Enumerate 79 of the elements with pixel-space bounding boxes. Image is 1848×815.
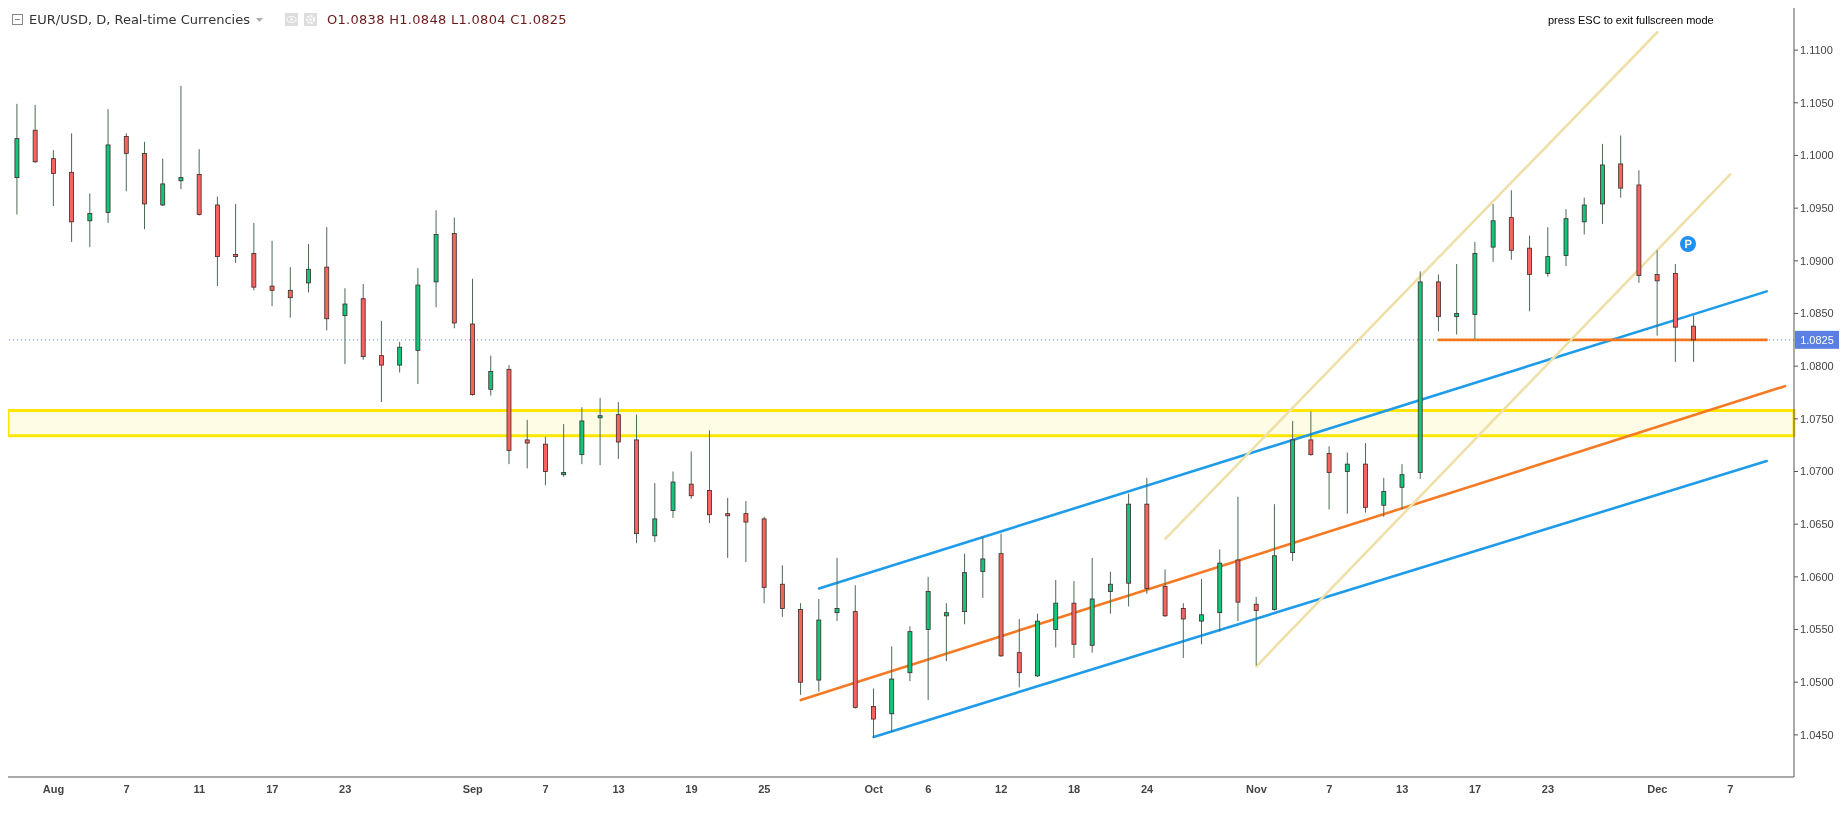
ref-line-label: 1.0825 xyxy=(1800,333,1834,346)
candlestick xyxy=(597,397,603,466)
y-tick-label: 1.1000 xyxy=(1800,149,1834,162)
candlestick xyxy=(524,419,530,469)
candlestick xyxy=(269,240,275,307)
x-tick-label: 7 xyxy=(1727,782,1734,795)
candlestick xyxy=(652,482,658,543)
candlestick xyxy=(287,266,293,319)
y-tick-label: 1.0750 xyxy=(1800,412,1834,425)
x-tick-label: Sep xyxy=(462,782,484,795)
candlestick xyxy=(1581,197,1587,235)
y-tick-label: 1.1050 xyxy=(1800,96,1834,109)
candlestick xyxy=(1199,578,1204,645)
candlestick xyxy=(1399,463,1405,510)
candlestick xyxy=(233,203,239,264)
candlestick xyxy=(1654,249,1660,337)
candlestick xyxy=(943,602,949,662)
x-tick-label: 23 xyxy=(339,782,352,795)
x-tick-label: 17 xyxy=(1468,782,1482,795)
candlestick xyxy=(743,500,749,563)
x-tick-label: 19 xyxy=(685,782,698,795)
y-tick-label: 1.0900 xyxy=(1800,254,1834,267)
y-tick-label: 1.0950 xyxy=(1800,202,1834,215)
candlestick xyxy=(50,149,56,207)
candlestick xyxy=(488,355,494,397)
candlestick xyxy=(1180,602,1186,659)
x-tick-label: Dec xyxy=(1647,782,1668,795)
x-tick-label: 7 xyxy=(123,782,130,795)
candlestick xyxy=(379,320,384,403)
x-tick-label: 11 xyxy=(193,782,206,795)
y-tick-label: 1.0500 xyxy=(1800,676,1834,689)
y-tick-label: 1.0550 xyxy=(1800,623,1834,636)
candlestick xyxy=(342,287,348,365)
y-tick-label: 1.0600 xyxy=(1800,570,1834,583)
annotation: press ESC to exit fullscreen mode xyxy=(1548,14,1714,26)
candlestick xyxy=(397,341,403,373)
candlestick xyxy=(1454,263,1460,336)
x-tick-label: Aug xyxy=(42,782,65,795)
x-tick-label: Nov xyxy=(1245,782,1268,795)
x-tick-label: 25 xyxy=(758,782,771,795)
x-tick-label: Oct xyxy=(864,782,884,795)
candlestick xyxy=(1016,618,1022,688)
x-tick-label: 18 xyxy=(1068,782,1081,795)
candlestick xyxy=(87,192,93,248)
chart-subtitle: O1.0838 H1.0848 L1.0804 C1.0825 xyxy=(326,12,567,27)
candlestick xyxy=(1308,410,1314,457)
y-tick-label: 1.0800 xyxy=(1800,360,1834,373)
candlestick xyxy=(725,497,731,559)
y-tick-label: 1.0650 xyxy=(1800,518,1834,531)
chart-title: EUR/USD, D, Real-time Currencies xyxy=(29,12,250,27)
y-tick-label: 1.0450 xyxy=(1800,728,1834,741)
candlestick xyxy=(160,158,166,207)
candlestick xyxy=(1326,445,1332,510)
candlestick xyxy=(1381,477,1387,518)
candlestick xyxy=(1545,226,1551,278)
y-tick-label: 1.0700 xyxy=(1800,465,1834,478)
candlestick xyxy=(834,557,840,622)
candlestick xyxy=(688,450,694,500)
candlestick xyxy=(123,132,129,192)
x-tick-label: 12 xyxy=(995,782,1008,795)
x-tick-label: 13 xyxy=(612,782,625,795)
candlestick xyxy=(1253,596,1259,666)
y-tick-label: 1.0850 xyxy=(1800,307,1834,320)
x-tick-label: 6 xyxy=(925,782,932,795)
candlestick xyxy=(1344,452,1350,515)
candlestick xyxy=(1107,571,1113,615)
x-tick-label: 24 xyxy=(1140,782,1155,795)
candlestick xyxy=(306,243,311,293)
x-tick-label: 7 xyxy=(1326,782,1333,795)
candlestick xyxy=(1691,315,1696,363)
x-tick-label: 17 xyxy=(266,782,279,795)
candlestick xyxy=(980,536,986,599)
candlestick xyxy=(178,85,184,190)
candlestick xyxy=(561,423,567,478)
x-tick-label: 7 xyxy=(542,782,549,795)
x-tick-label: 23 xyxy=(1541,782,1555,795)
y-tick-label: 1.1100 xyxy=(1800,44,1833,57)
candlestick xyxy=(871,688,876,739)
x-tick-label: 13 xyxy=(1396,782,1409,795)
